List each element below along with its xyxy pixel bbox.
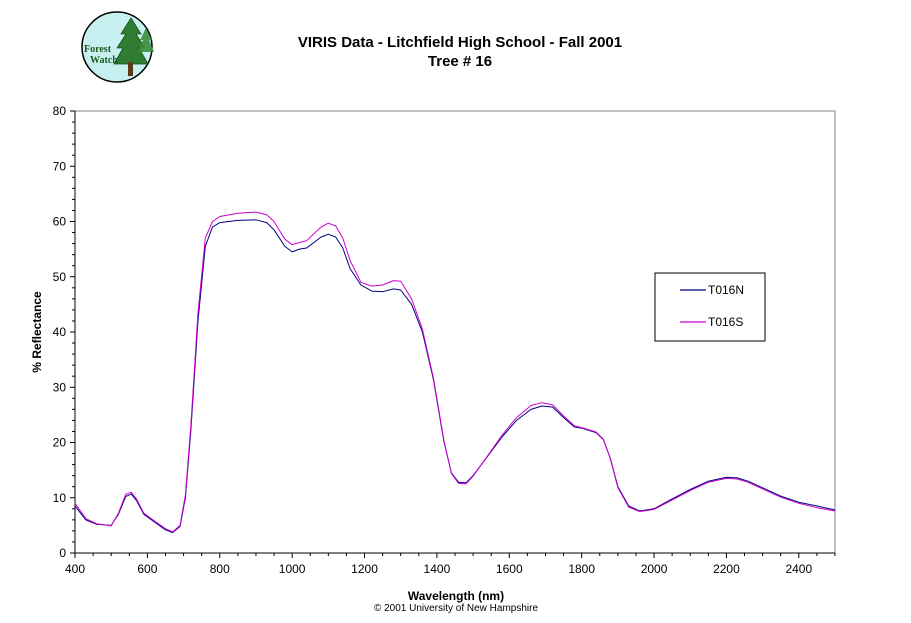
chart-title: VIRIS Data - Litchfield High School - Fa… <box>298 34 622 51</box>
x-tick-label: 600 <box>137 562 157 576</box>
series-line-t016s <box>74 211 836 533</box>
y-tick-label: 70 <box>53 159 67 173</box>
x-tick-label: 400 <box>65 562 85 576</box>
y-tick-label: 0 <box>59 546 66 560</box>
x-tick-label: 1800 <box>568 562 595 576</box>
series-layer <box>74 211 836 534</box>
legend-label-t016n: T016N <box>708 283 744 297</box>
y-tick-label: 50 <box>53 270 67 284</box>
chart-subtitle: Tree # 16 <box>428 53 492 70</box>
logo-text-forest: Forest <box>84 44 112 55</box>
y-tick-label: 80 <box>53 104 67 118</box>
y-tick-label: 10 <box>53 491 67 505</box>
forest-watch-logo: Forest Watch <box>81 11 154 83</box>
y-tick-label: 20 <box>53 436 67 450</box>
copyright-text: © 2001 University of New Hampshire <box>374 603 539 614</box>
y-axis-label: % Reflectance <box>30 291 44 373</box>
legend-label-t016s: T016S <box>708 315 743 329</box>
x-tick-label: 1200 <box>351 562 378 576</box>
x-axis-label: Wavelength (nm) <box>408 589 504 603</box>
x-tick-label: 2200 <box>713 562 740 576</box>
y-tick-label: 30 <box>53 380 67 394</box>
x-axis: 400 600 800 1000 1200 1400 1600 1800 2000 2200 240… <box>65 552 836 576</box>
series-line-t016n <box>74 219 836 534</box>
y-axis: 0 10 20 30 40 50 60 70 80 <box>53 104 76 560</box>
y-tick-label: 40 <box>53 325 67 339</box>
x-tick-label: 1000 <box>279 562 306 576</box>
x-tick-label: 800 <box>210 562 230 576</box>
y-tick-label: 60 <box>53 215 67 229</box>
x-tick-label: 1400 <box>424 562 451 576</box>
x-tick-label: 1600 <box>496 562 523 576</box>
logo-text-watch: Watch <box>90 55 118 66</box>
legend: T016N T016S <box>654 272 766 342</box>
x-tick-label: 2000 <box>641 562 668 576</box>
x-tick-label: 2400 <box>785 562 812 576</box>
